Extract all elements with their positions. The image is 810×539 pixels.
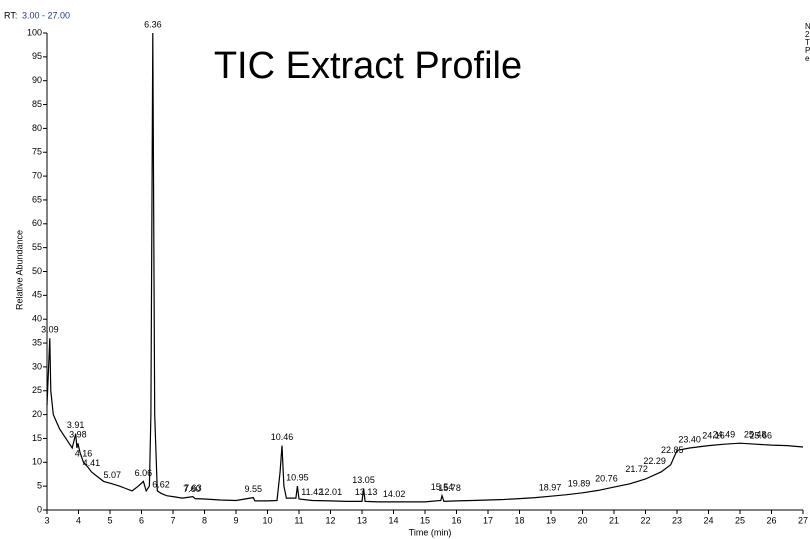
- x-tick-label: 6: [139, 515, 144, 525]
- x-tick-label: 27: [798, 515, 808, 525]
- peak-label: 14.02: [383, 489, 406, 499]
- peak-label: 23.40: [678, 434, 701, 444]
- rt-range: 3.00 - 27.00: [22, 10, 70, 20]
- y-tick-label: 45: [32, 290, 42, 300]
- peak-label: 13.13: [355, 487, 378, 497]
- peak-label: 7.63: [184, 483, 202, 493]
- peak-label: 10.95: [286, 473, 309, 483]
- y-tick-label: 50: [32, 266, 42, 276]
- peak-label: 5.07: [103, 470, 121, 480]
- y-tick-label: 30: [32, 361, 42, 371]
- x-tick-label: 8: [202, 515, 207, 525]
- peak-label: 10.46: [271, 432, 294, 442]
- side-text: N: [805, 22, 810, 31]
- side-text: 2: [805, 30, 810, 39]
- y-tick-label: 40: [32, 314, 42, 324]
- peak-label: 6.36: [144, 19, 162, 29]
- y-tick-label: 10: [32, 457, 42, 467]
- y-tick-label: 90: [32, 75, 42, 85]
- x-tick-label: 22: [640, 515, 650, 525]
- tic-trace: [46, 32, 804, 503]
- y-tick-label: 5: [37, 481, 42, 491]
- y-tick-label: 80: [32, 123, 42, 133]
- x-tick-label: 25: [735, 515, 745, 525]
- x-tick-label: 16: [451, 515, 461, 525]
- x-tick-label: 20: [577, 515, 587, 525]
- peak-label: 3.09: [41, 325, 59, 335]
- y-tick-label: 60: [32, 218, 42, 228]
- peak-label: 20.76: [595, 473, 618, 483]
- x-tick-label: 7: [170, 515, 175, 525]
- peak-label: 15.78: [438, 483, 461, 493]
- x-axis-label: Time (min): [409, 527, 452, 537]
- x-tick-label: 14: [388, 515, 398, 525]
- y-tick-label: 100: [27, 27, 42, 37]
- peak-label: 13.05: [352, 475, 375, 485]
- x-tick-label: 19: [546, 515, 556, 525]
- peak-label: 25.66: [750, 431, 773, 441]
- x-tick-label: 26: [766, 515, 776, 525]
- peak-label: 24.49: [713, 430, 736, 440]
- peak-label: 22.29: [643, 456, 666, 466]
- x-tick-label: 3: [44, 515, 49, 525]
- x-tick-label: 5: [107, 515, 112, 525]
- peak-label: 19.89: [568, 479, 591, 489]
- peak-label: 22.85: [661, 445, 684, 455]
- x-tick-label: 11: [294, 515, 303, 525]
- peak-label: 7.60: [183, 484, 201, 494]
- side-text: P: [805, 46, 810, 55]
- x-tick-label: 9: [233, 515, 238, 525]
- y-tick-label: 95: [32, 51, 42, 61]
- x-tick-label: 4: [76, 515, 81, 525]
- peak-label: 21.72: [625, 464, 648, 474]
- x-tick-label: 23: [672, 515, 682, 525]
- side-text: e: [805, 54, 810, 63]
- x-tick-label: 15: [420, 515, 430, 525]
- x-tick-label: 12: [325, 515, 335, 525]
- y-tick-label: 20: [32, 409, 42, 419]
- peak-label: 9.55: [245, 484, 263, 494]
- peak-label: 6.06: [135, 468, 153, 478]
- y-tick-label: 35: [32, 337, 42, 347]
- peak-label: 11.42: [301, 487, 323, 497]
- rt-prefix: RT:: [4, 10, 17, 20]
- x-tick-label: 13: [357, 515, 367, 525]
- peak-label: 18.97: [539, 483, 562, 493]
- peak-label: 3.98: [69, 430, 87, 440]
- y-tick-label: 75: [32, 147, 42, 157]
- y-tick-label: 55: [32, 242, 42, 252]
- side-text: T: [805, 38, 810, 47]
- x-tick-label: 21: [609, 515, 619, 525]
- chart-title: TIC Extract Profile: [214, 45, 522, 87]
- y-tick-label: 70: [32, 170, 42, 180]
- x-tick-label: 24: [703, 515, 713, 525]
- peak-label: 4.16: [75, 449, 93, 459]
- peak-label: 6.62: [152, 480, 170, 490]
- x-tick-label: 10: [262, 515, 272, 525]
- peak-label: 24.16: [702, 431, 725, 441]
- y-tick-label: 65: [32, 194, 42, 204]
- peak-label: 4.41: [83, 458, 101, 468]
- peak-label: 25.48: [744, 430, 767, 440]
- y-tick-label: 85: [32, 99, 42, 109]
- peak-label: 3.91: [67, 420, 85, 430]
- y-tick-label: 25: [32, 385, 42, 395]
- x-tick-label: 18: [514, 515, 524, 525]
- peak-label: 15.54: [431, 482, 454, 492]
- y-axis-label: Relative Abundance: [14, 230, 24, 310]
- y-tick-label: 15: [32, 433, 42, 443]
- x-tick-label: 17: [483, 515, 493, 525]
- y-tick-label: 0: [37, 504, 42, 514]
- peak-label: 12.01: [320, 487, 343, 497]
